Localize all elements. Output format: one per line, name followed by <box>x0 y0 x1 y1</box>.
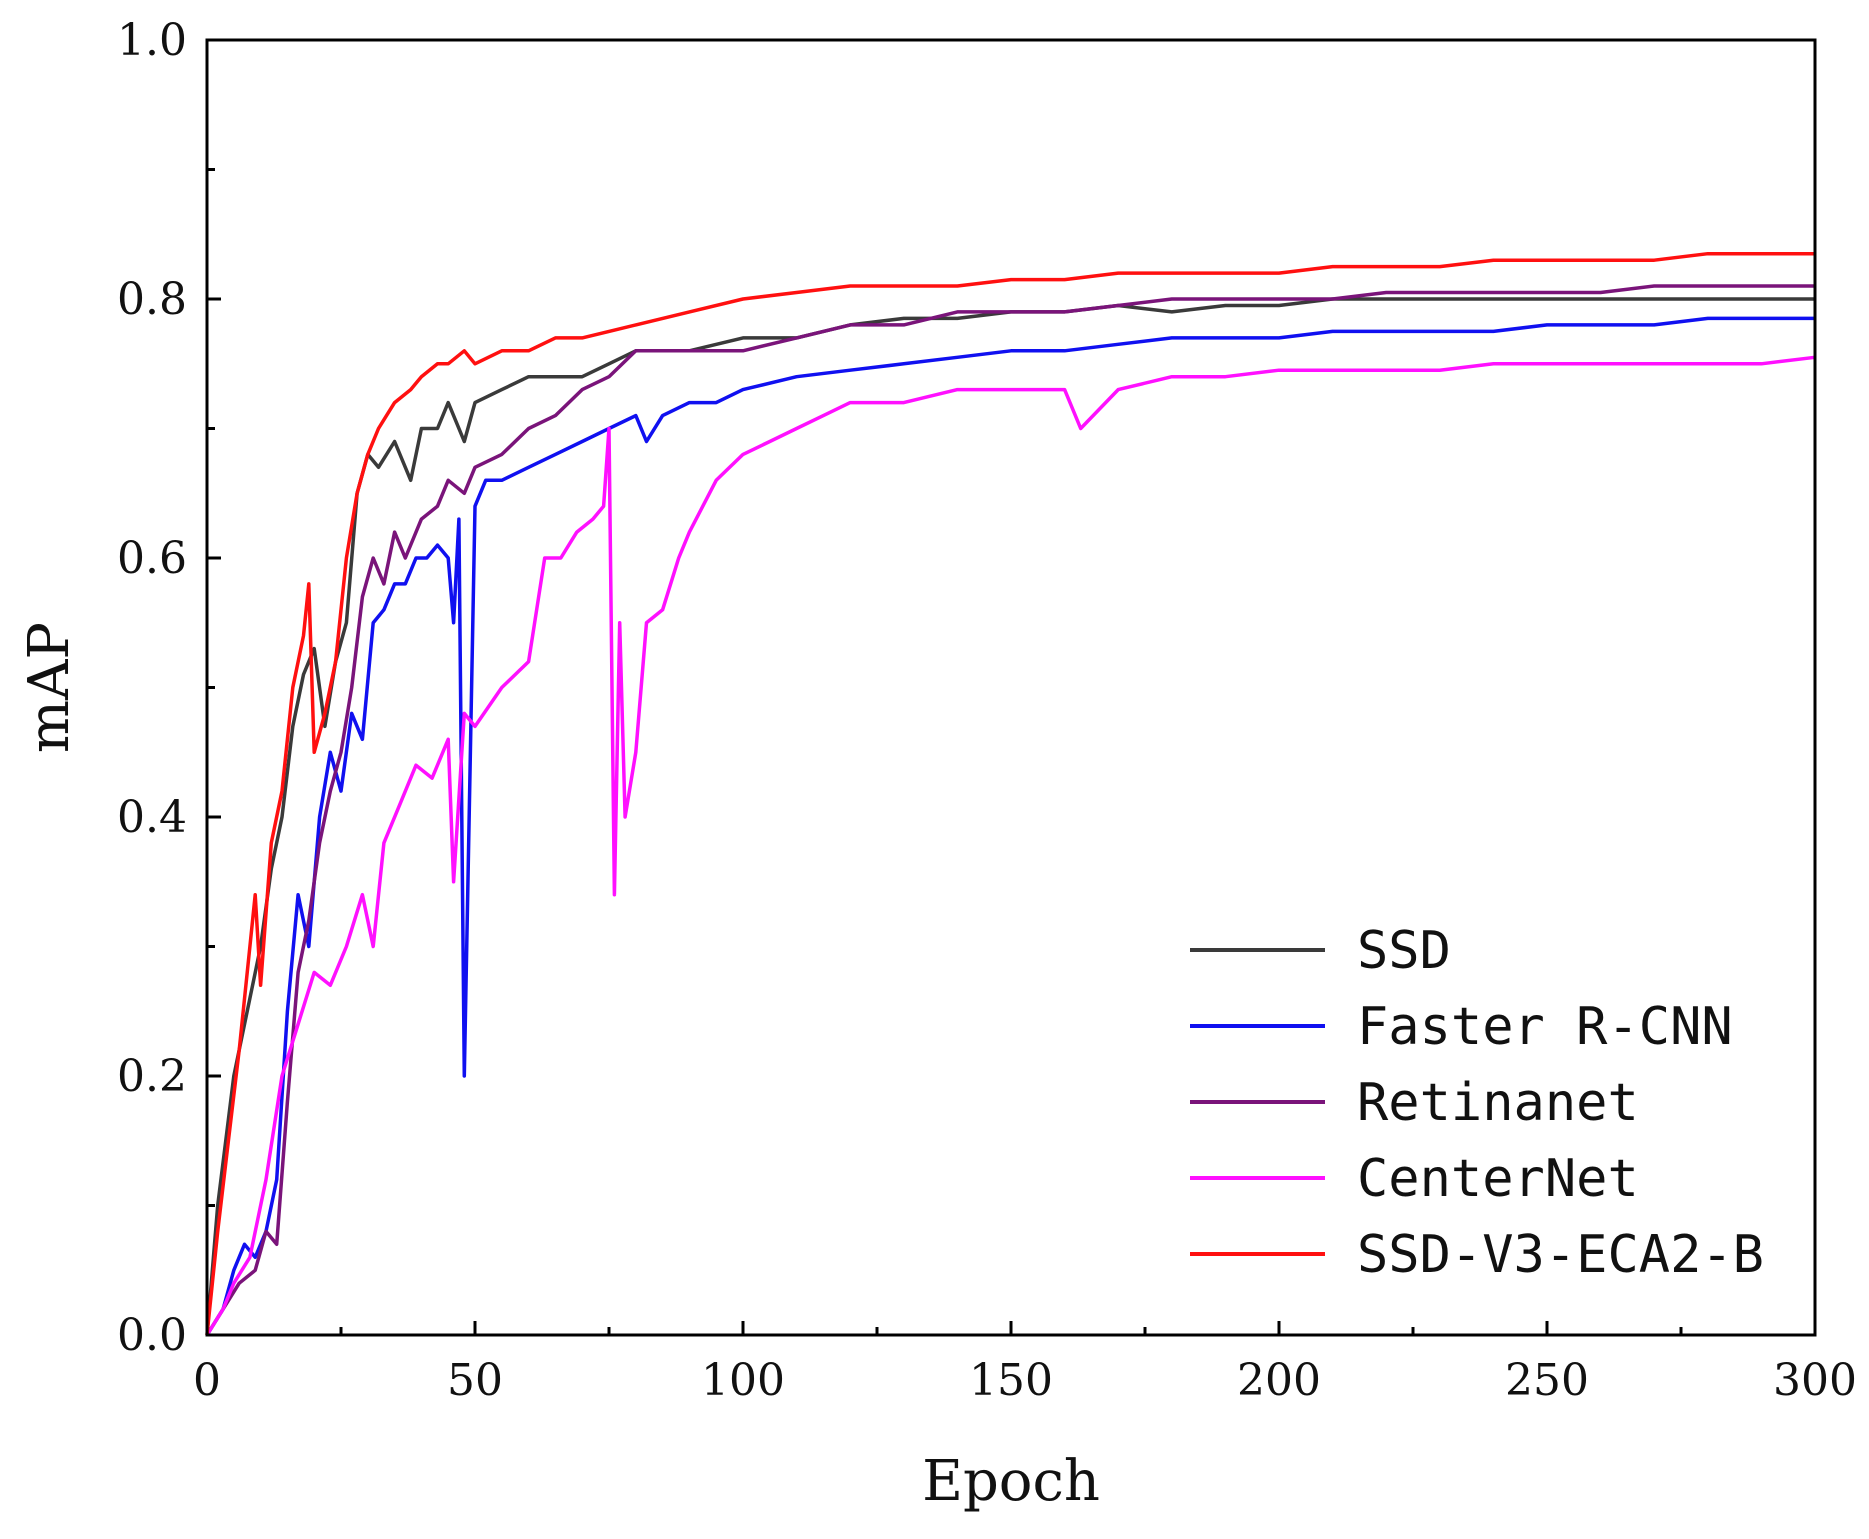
series-line-2 <box>205 284 1815 1336</box>
x-tick-label: 200 <box>1237 1355 1321 1406</box>
plot-frame <box>205 38 1817 1337</box>
legend-label-2: Retinanet <box>1357 1073 1639 1133</box>
y-tick-label: 0.4 <box>117 792 187 843</box>
legend: SSD Faster R-CNN Retinanet CenterNet SSD-V3-… <box>1190 921 1764 1285</box>
series-layer <box>205 251 1816 1336</box>
legend-label-3: CenterNet <box>1357 1149 1639 1209</box>
x-tick-label: 250 <box>1505 1355 1589 1406</box>
y-axis-title: mAP <box>17 622 82 753</box>
x-tick-label: 300 <box>1773 1355 1857 1406</box>
series-line-0 <box>205 297 1815 1336</box>
series-line-4 <box>205 251 1815 1336</box>
axes: 0 50 100 150 200 250 300 0.0 0.2 0.4 0.6 0.8 1.0 <box>117 15 1857 1406</box>
y-tick-label: 0.0 <box>117 1310 187 1361</box>
x-tick-label: 100 <box>701 1355 785 1406</box>
x-tick-label: 0 <box>193 1355 221 1406</box>
y-tick-label: 0.8 <box>117 274 187 325</box>
series-line-3 <box>205 355 1816 1336</box>
y-tick-label: 0.2 <box>117 1051 187 1102</box>
legend-label-4: SSD-V3-ECA2-B <box>1357 1225 1764 1285</box>
y-tick-label: 1.0 <box>117 15 187 66</box>
x-tick-label: 150 <box>969 1355 1053 1406</box>
legend-label-0: SSD <box>1357 921 1451 981</box>
y-tick-label: 0.6 <box>117 533 187 584</box>
x-tick-label: 50 <box>447 1355 503 1406</box>
legend-label-1: Faster R-CNN <box>1357 997 1733 1057</box>
x-axis-title: Epoch <box>922 1449 1100 1514</box>
